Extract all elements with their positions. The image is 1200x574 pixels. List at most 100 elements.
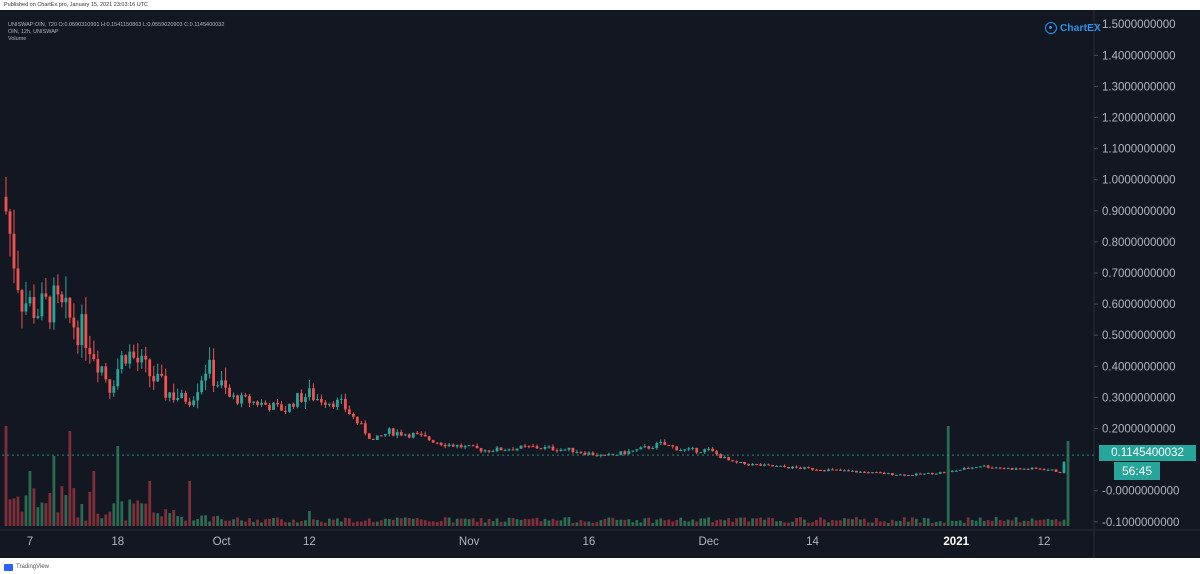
candle-body xyxy=(731,460,735,462)
volume-bar xyxy=(463,518,467,526)
volume-bar xyxy=(559,520,563,526)
volume-bar xyxy=(451,522,455,526)
candle-body xyxy=(96,359,100,373)
candlestick-chart[interactable]: 1.5000000000 1.4000000000 1.3000000000 1.20… xyxy=(0,10,1200,558)
candle-body xyxy=(815,469,818,471)
volume-bar xyxy=(407,518,411,526)
volume-label: Volume xyxy=(8,36,27,42)
candle-body xyxy=(1058,471,1062,473)
candle-body xyxy=(962,467,966,470)
candle-body xyxy=(862,471,866,473)
volume-bar xyxy=(922,517,926,526)
volume-bar xyxy=(635,520,639,526)
candle-body xyxy=(990,467,994,469)
x-tick-label: 12 xyxy=(1038,536,1051,548)
volume-bar xyxy=(399,518,403,526)
volume-bar xyxy=(827,522,830,526)
candle-body xyxy=(519,445,523,449)
candle-body xyxy=(623,451,627,455)
volume-bar xyxy=(204,515,208,526)
volume-bar xyxy=(236,517,239,526)
candle-body xyxy=(795,466,798,468)
volume-bar xyxy=(60,486,64,526)
candle-body xyxy=(132,351,136,358)
volume-bar xyxy=(843,518,846,526)
x-tick-label: Oct xyxy=(213,536,232,548)
candle-body xyxy=(308,388,311,398)
volume-bar xyxy=(292,519,295,526)
candle-body xyxy=(447,444,451,447)
volume-bar xyxy=(351,522,355,526)
x-tick-label: Dec xyxy=(698,536,719,548)
candle-body xyxy=(1026,468,1030,470)
volume-bar xyxy=(244,521,247,526)
volume-bar xyxy=(551,518,555,526)
candle-body xyxy=(320,398,323,403)
volume-bar xyxy=(180,516,184,526)
y-tick-label: -0.1000000000 xyxy=(1102,517,1179,529)
volume-bar xyxy=(519,519,523,526)
volume-bar xyxy=(811,522,814,526)
volume-bar xyxy=(212,516,216,526)
volume-bar xyxy=(308,511,311,526)
volume-bar xyxy=(870,522,874,526)
candle-body xyxy=(383,433,387,436)
candle-body xyxy=(515,448,519,451)
volume-bar xyxy=(220,519,223,526)
volume-bar xyxy=(487,518,491,526)
volume-bar xyxy=(719,519,723,526)
candle-body xyxy=(759,464,762,466)
volume-bar xyxy=(1026,521,1030,526)
volume-bar xyxy=(711,522,715,526)
volume-bar xyxy=(1054,519,1058,526)
candle-body xyxy=(104,366,108,380)
candle-body xyxy=(84,314,88,349)
volume-bar xyxy=(112,503,116,526)
volume-bar xyxy=(607,517,611,526)
volume-bar xyxy=(862,518,866,526)
x-tick-label: 18 xyxy=(111,536,124,548)
candle-body xyxy=(64,297,68,303)
chart-area[interactable]: 1.5000000000 1.4000000000 1.3000000000 1.20… xyxy=(0,10,1200,558)
volume-bar xyxy=(439,521,443,526)
last-price-label: 0.1145400032 xyxy=(1099,445,1196,461)
candle-body xyxy=(236,395,239,404)
candle-body xyxy=(156,373,160,382)
pane-title: OIN, 12h, UNISWAP xyxy=(8,29,59,35)
volume-bar xyxy=(970,519,974,526)
candle-body xyxy=(160,373,164,376)
volume-bar xyxy=(539,521,543,526)
volume-bar xyxy=(795,518,798,526)
candle-body xyxy=(327,403,331,405)
y-tick-label: 0.8000000000 xyxy=(1102,237,1176,249)
volume-bar xyxy=(1014,517,1018,526)
volume-bar xyxy=(431,521,435,526)
candle-body xyxy=(667,445,671,447)
candle-body xyxy=(998,467,1002,469)
candle-body xyxy=(260,402,263,405)
candle-body xyxy=(994,467,998,469)
volume-bar xyxy=(775,521,778,526)
candle-body xyxy=(779,465,782,467)
volume-bar xyxy=(172,510,176,526)
footer: TradingView xyxy=(4,561,49,573)
candle-body xyxy=(982,465,986,467)
volume-bar xyxy=(312,519,315,526)
volume-bar xyxy=(108,511,112,526)
volume-bar xyxy=(168,513,172,526)
candle-body xyxy=(906,475,910,477)
candle-body xyxy=(631,450,635,452)
candle-body xyxy=(108,379,112,393)
candle-body xyxy=(367,433,371,439)
candle-body xyxy=(252,401,255,403)
candle-body xyxy=(216,385,219,387)
volume-bar xyxy=(882,521,886,526)
candle-body xyxy=(415,432,419,434)
volume-bar xyxy=(256,519,259,526)
volume-bar xyxy=(4,426,8,526)
candle-body xyxy=(152,376,156,382)
volume-bar xyxy=(56,512,60,526)
candle-body xyxy=(771,465,774,467)
volume-bar xyxy=(910,517,914,526)
